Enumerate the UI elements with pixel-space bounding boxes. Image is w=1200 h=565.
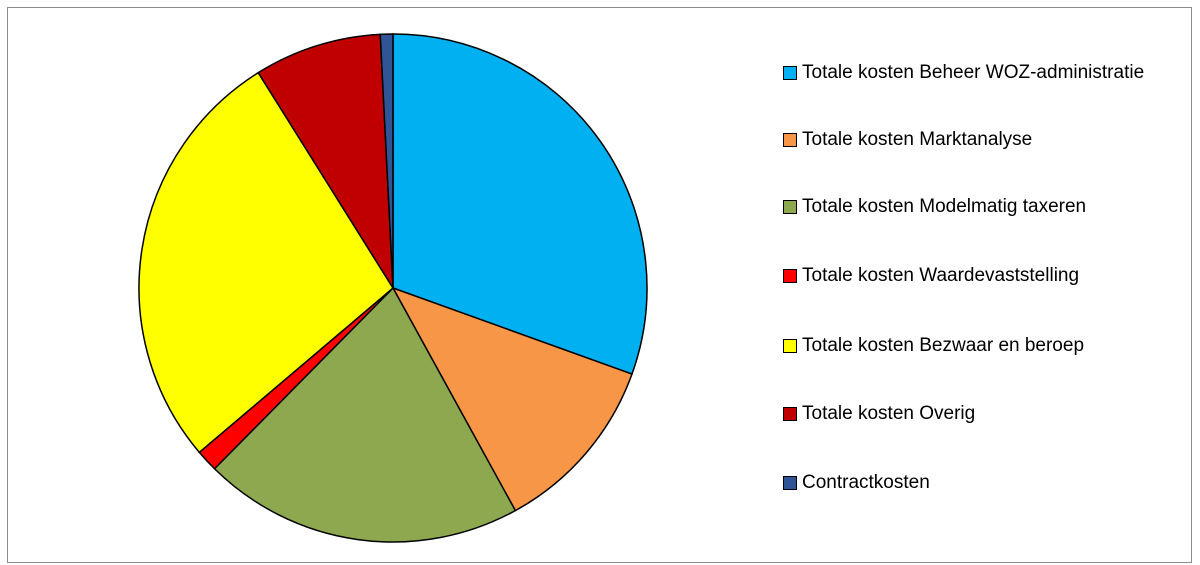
legend-swatch xyxy=(783,476,797,490)
legend-label: Totale kosten Marktanalyse xyxy=(802,129,1033,150)
legend-swatch xyxy=(783,133,797,147)
pie-slice xyxy=(213,286,517,543)
legend-entry: Totale kosten Beheer WOZ-administratie xyxy=(783,57,1173,89)
legend-swatch xyxy=(783,407,797,421)
legend-label: Totale kosten Overig xyxy=(802,403,976,424)
pie-slice xyxy=(392,33,648,375)
legend-entry: Totale kosten Modelmatig taxeren xyxy=(783,191,1173,223)
legend-label: Totale kosten Modelmatig taxeren xyxy=(802,196,1087,217)
legend-entry: Contractkosten xyxy=(783,467,1173,499)
legend-swatch xyxy=(783,269,797,283)
legend-label: Totale kosten Bezwaar en beroep xyxy=(802,335,1085,356)
legend-label: Totale kosten Beheer WOZ-administratie xyxy=(802,62,1145,83)
legend-label: Totale kosten Waardevaststelling xyxy=(802,265,1080,286)
legend-swatch xyxy=(783,200,797,214)
chart-frame xyxy=(7,7,1192,563)
legend-entry: Totale kosten Bezwaar en beroep xyxy=(783,330,1173,362)
pie-slice xyxy=(257,33,394,291)
pie-slice xyxy=(391,286,633,512)
legend-entry: Totale kosten Overig xyxy=(783,398,1173,430)
legend-label: Contractkosten xyxy=(802,472,930,493)
pie-slice xyxy=(138,71,394,454)
legend-entry: Totale kosten Marktanalyse xyxy=(783,124,1173,156)
legend-swatch xyxy=(783,66,797,80)
legend-entry: Totale kosten Waardevaststelling xyxy=(783,260,1173,292)
legend-swatch xyxy=(783,339,797,353)
pie-slice xyxy=(379,33,394,289)
